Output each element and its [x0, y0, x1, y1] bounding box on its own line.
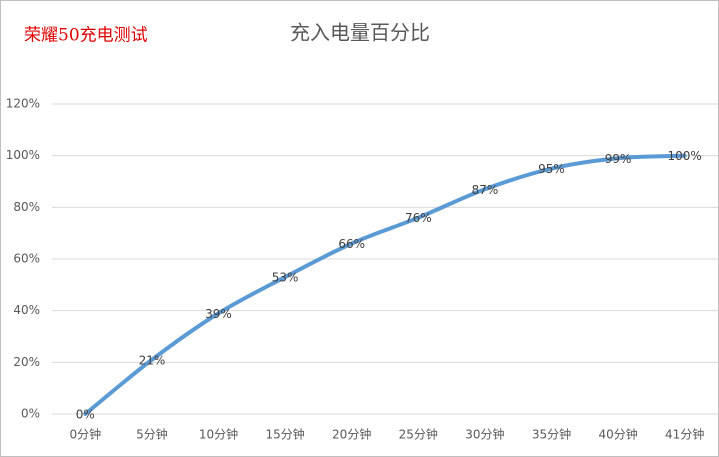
x-tick-label: 5分钟	[136, 427, 168, 442]
annotation: 荣耀50充电测试	[24, 26, 148, 46]
x-tick-label: 15分钟	[265, 427, 304, 442]
data-label: 100%	[668, 149, 702, 163]
data-label: 95%	[538, 162, 565, 176]
x-tick-label: 0分钟	[69, 427, 101, 442]
data-label: 21%	[139, 353, 166, 367]
y-tick-label: 60%	[13, 252, 40, 266]
y-tick-label: 40%	[13, 303, 40, 317]
data-label: 53%	[272, 271, 299, 285]
x-tick-label: 41分钟	[665, 427, 704, 442]
data-label: 66%	[338, 237, 365, 251]
y-tick-label: 20%	[13, 355, 40, 369]
x-tick-label: 20分钟	[332, 427, 371, 442]
y-tick-label: 80%	[13, 200, 40, 214]
chart-title: 充入电量百分比	[290, 21, 430, 45]
data-label: 39%	[205, 307, 232, 321]
y-tick-label: 0%	[21, 407, 40, 421]
line	[83, 153, 687, 416]
x-tick-label: 10分钟	[199, 427, 238, 442]
data-label: 76%	[405, 211, 432, 225]
x-tick-label: 40分钟	[598, 427, 637, 442]
y-tick-label: 100%	[6, 148, 40, 162]
data-label: 0%	[76, 408, 95, 422]
x-tick-label: 35分钟	[532, 427, 571, 442]
x-tick-label: 30分钟	[465, 427, 504, 442]
data-label: 87%	[472, 183, 499, 197]
y-tick-label: 120%	[6, 97, 40, 111]
data-label: 99%	[605, 152, 632, 166]
x-tick-label: 25分钟	[399, 427, 438, 442]
